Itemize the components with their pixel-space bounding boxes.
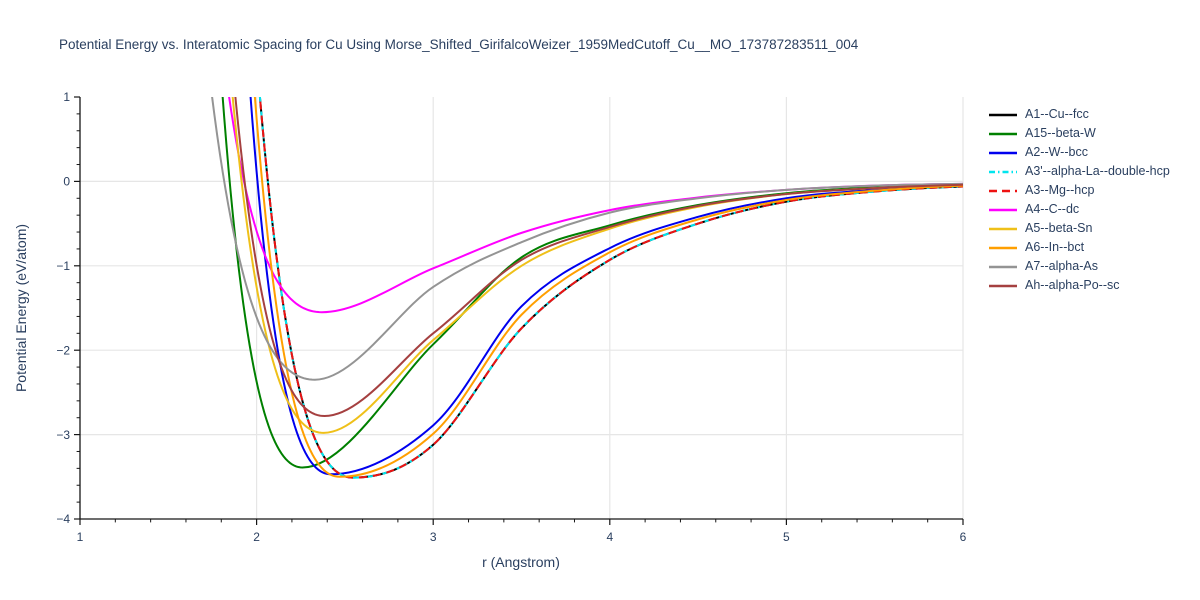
legend-item-a2-w-bcc[interactable]: A2--W--bcc [988, 143, 1170, 162]
x-tick-label: 1 [77, 530, 84, 544]
legend-item-label: A15--beta-W [1025, 126, 1096, 140]
curve-a3-alpha-la-double-hcp [258, 97, 963, 479]
curve-layer [211, 97, 963, 479]
legend-item-label: A1--Cu--fcc [1025, 107, 1089, 121]
legend-swatch [989, 113, 1017, 116]
legend-item-a6-in-bct[interactable]: A6--In--bct [988, 238, 1170, 257]
legend-swatch [989, 227, 1017, 230]
legend-item-label: A3--Mg--hcp [1025, 183, 1095, 197]
y-tick-label: −4 [56, 512, 70, 526]
legend-swatch [989, 189, 1017, 192]
y-tick-label: −3 [56, 428, 70, 442]
legend-item-a7-alpha-as[interactable]: A7--alpha-As [988, 257, 1170, 276]
x-tick-label: 3 [430, 530, 437, 544]
legend-item-label: A2--W--bcc [1025, 145, 1088, 159]
legend-item-a3-alpha-la-double-hcp[interactable]: A3'--alpha-La--double-hcp [988, 162, 1170, 181]
legend-swatch [989, 246, 1017, 249]
curve-a6-in-bct [253, 97, 963, 478]
legend-item-label: Ah--alpha-Po--sc [1025, 278, 1120, 292]
legend-item-a15-beta-w[interactable]: A15--beta-W [988, 124, 1170, 143]
curve-a7-alpha-as [211, 97, 963, 381]
y-tick-label: 1 [63, 90, 70, 104]
axis-layer: 1 2 3 4 5 6 −4 −3 −2 −1 0 1 [56, 90, 966, 544]
legend-item-label: A7--alpha-As [1025, 259, 1098, 273]
legend-item-a4-c-dc[interactable]: A4--C--dc [988, 200, 1170, 219]
legend-swatch [989, 265, 1017, 268]
chart-title: Potential Energy vs. Interatomic Spacing… [59, 37, 859, 52]
curve-ah-alpha-po-sc [234, 97, 963, 418]
curve-a3-mg-hcp [258, 97, 963, 479]
x-tick-label: 2 [253, 530, 260, 544]
legend-item-a5-beta-sn[interactable]: A5--beta-Sn [988, 219, 1170, 238]
x-tick-label: 6 [960, 530, 967, 544]
legend-item-label: A4--C--dc [1025, 202, 1080, 216]
legend-swatch [989, 151, 1017, 154]
curve-a2-w-bcc [249, 97, 963, 476]
y-tick-label: −2 [56, 343, 70, 357]
legend-item-a1-cu-fcc[interactable]: A1--Cu--fcc [988, 105, 1170, 124]
legend-swatch [989, 284, 1017, 287]
legend-item-label: A6--In--bct [1025, 240, 1085, 254]
y-tick-label: −1 [56, 259, 70, 273]
grid-layer [80, 97, 964, 519]
legend-item-label: A5--beta-Sn [1025, 221, 1093, 235]
curve-a1-cu-fcc [258, 97, 963, 479]
legend-swatch [989, 208, 1017, 211]
y-tick-label: 0 [63, 175, 70, 189]
x-tick-label: 4 [606, 530, 613, 544]
x-axis-title: r (Angstrom) [482, 554, 560, 570]
legend-item-label: A3'--alpha-La--double-hcp [1025, 164, 1170, 178]
legend-swatch [989, 170, 1017, 173]
y-axis-title: Potential Energy (eV/atom) [13, 224, 29, 392]
legend-item-a3-mg-hcp[interactable]: A3--Mg--hcp [988, 181, 1170, 200]
legend: A1--Cu--fcc A15--beta-W A2--W--bcc A3'--alp… [988, 105, 1170, 295]
legend-item-ah-alpha-po-sc[interactable]: Ah--alpha-Po--sc [988, 276, 1170, 295]
legend-swatch [989, 132, 1017, 135]
x-tick-label: 5 [783, 530, 790, 544]
